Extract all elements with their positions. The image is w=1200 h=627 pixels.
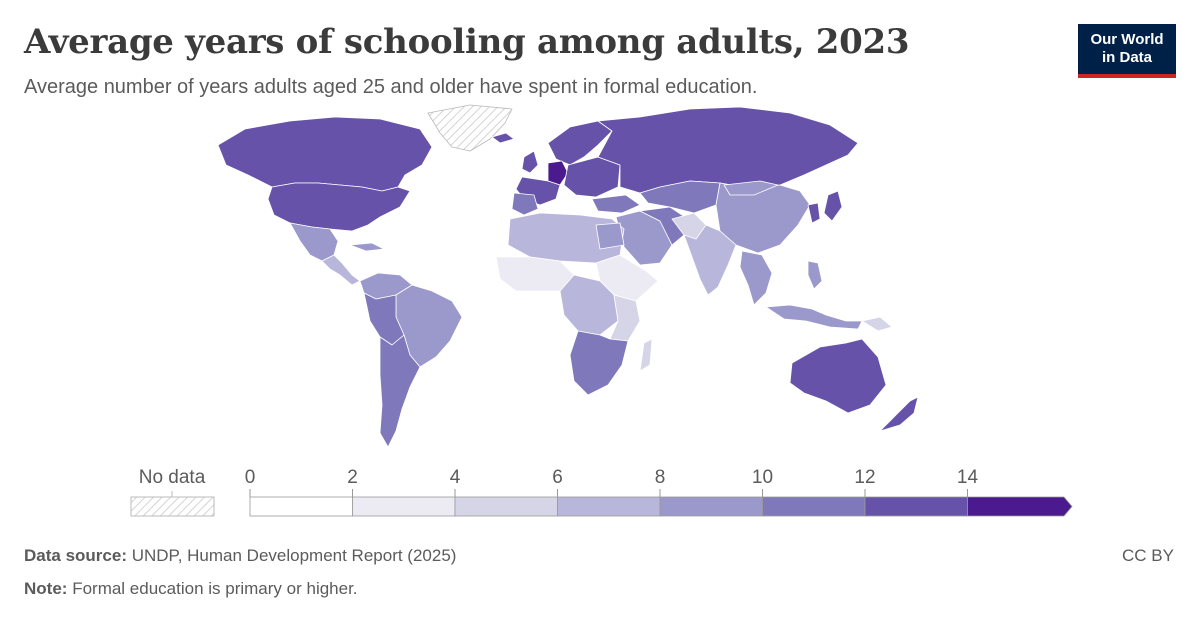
legend-bin[interactable] [864, 496, 968, 517]
data-source: Data source: UNDP, Human Development Rep… [24, 546, 456, 566]
mongolia-region[interactable] [723, 180, 779, 196]
legend-bin[interactable] [352, 496, 456, 517]
legend-tick-label: 2 [347, 467, 358, 488]
indonesia-region[interactable] [765, 304, 863, 330]
cuba-region[interactable] [349, 242, 385, 252]
legend-tick-label: 8 [655, 467, 666, 488]
iberia-region[interactable] [511, 192, 539, 216]
legend-tick-label: 0 [245, 467, 256, 488]
central-america-region[interactable] [321, 254, 361, 286]
uk-region[interactable] [521, 150, 539, 174]
usa-region[interactable] [267, 182, 411, 232]
logo-line-2: in Data [1101, 49, 1152, 66]
data-source-text[interactable]: UNDP, Human Development Report (2025) [131, 546, 457, 565]
australia-region[interactable] [789, 338, 887, 414]
legend-tick-label: 14 [957, 467, 979, 488]
license-link[interactable]: CC BY [1122, 546, 1174, 565]
philippines-region[interactable] [807, 260, 823, 290]
logo-line-1: Our World [1090, 31, 1164, 48]
greenland-region[interactable] [427, 104, 513, 152]
turkey-region[interactable] [591, 194, 641, 214]
note-text: Formal education is primary or higher. [72, 579, 358, 598]
legend-tick-label: 4 [450, 467, 461, 488]
argentina-chile-region[interactable] [379, 334, 421, 448]
canada-region[interactable] [217, 116, 433, 192]
egypt-region[interactable] [595, 222, 625, 250]
chart-title: Average years of schooling among adults,… [24, 22, 910, 62]
data-source-label: Data source: [24, 546, 127, 565]
legend-bin[interactable] [659, 496, 763, 517]
germany-region[interactable] [547, 160, 569, 186]
color-legend: No data 0 2 4 6 8 10 12 14 [130, 467, 1073, 517]
japan-region[interactable] [823, 190, 843, 222]
new-zealand-region[interactable] [879, 396, 919, 432]
iceland-region[interactable] [491, 132, 515, 144]
west-africa-region[interactable] [495, 256, 575, 292]
southern-africa-region[interactable] [569, 330, 629, 396]
chart-note: Note: Formal education is primary or hig… [24, 579, 358, 599]
legend-bin[interactable] [249, 496, 353, 517]
madagascar-region[interactable] [639, 338, 653, 372]
no-data-label: No data [139, 467, 206, 488]
world-map [217, 104, 919, 448]
papua-new-guinea-region[interactable] [861, 316, 893, 332]
india-region[interactable] [683, 224, 737, 296]
owid-logo[interactable]: Our World in Data [1078, 24, 1176, 78]
korea-region[interactable] [807, 202, 821, 224]
legend-bin[interactable] [762, 496, 866, 517]
legend-tick-label: 6 [552, 467, 563, 488]
pakistan-afghanistan-region[interactable] [671, 212, 707, 240]
note-label: Note: [24, 579, 68, 598]
no-data-swatch [130, 496, 215, 517]
russia-region[interactable] [597, 106, 859, 194]
legend-tick-label: 12 [854, 467, 875, 488]
legend-tick-label: 10 [752, 467, 773, 488]
legend-bin[interactable] [557, 496, 661, 517]
chart-subtitle: Average number of years adults aged 25 a… [24, 76, 758, 98]
legend-bin[interactable] [967, 496, 1073, 517]
legend-bin[interactable] [454, 496, 558, 517]
southeast-asia-region[interactable] [739, 250, 773, 306]
